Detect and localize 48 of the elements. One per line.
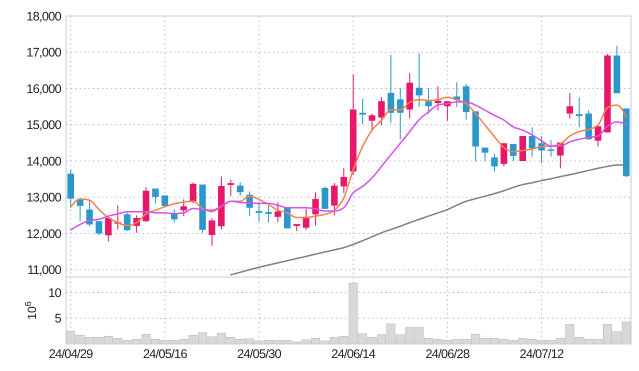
candlestick	[482, 147, 488, 162]
candlestick	[162, 194, 168, 208]
y-tick-label: 13,000	[26, 190, 62, 205]
candlestick	[434, 86, 442, 111]
y-tick-label: 14,000	[26, 154, 62, 168]
y-tick-label: 10	[48, 286, 62, 300]
candlestick	[425, 87, 432, 114]
candlestick	[86, 200, 93, 227]
x-tick-label: 24/05/16	[142, 347, 188, 361]
candlestick	[227, 179, 234, 197]
candlestick	[190, 182, 196, 204]
line-series	[230, 164, 628, 276]
candlestick	[208, 218, 216, 246]
candlestick	[331, 182, 338, 216]
candlestick	[340, 168, 348, 194]
candlestick	[256, 202, 262, 222]
candlestick	[416, 52, 422, 108]
candlestick	[368, 113, 376, 132]
candlestick	[312, 192, 319, 226]
candlestick	[322, 186, 328, 210]
candlestick	[528, 126, 536, 158]
x-tick-label: 24/04/29	[48, 347, 94, 361]
candlestick	[500, 142, 508, 167]
candlestick	[388, 54, 394, 124]
candlestick	[378, 96, 385, 126]
candlestick	[96, 220, 102, 236]
candlestick	[265, 205, 272, 224]
candlestick	[105, 217, 112, 242]
y-tick-label: 16,000	[26, 82, 62, 96]
y-tick-label: 15,000	[26, 118, 62, 132]
candlestick	[180, 198, 188, 217]
candlestick	[170, 208, 178, 224]
x-tick-label: 24/05/30	[237, 347, 282, 361]
candlestick	[152, 188, 159, 204]
candlestick	[274, 202, 282, 222]
candlestick	[236, 182, 244, 197]
y-tick-label: 11,000	[27, 263, 62, 278]
y-tick-label: 17,000	[26, 46, 62, 60]
candlestick	[548, 139, 554, 158]
candlestick	[576, 97, 583, 128]
y-tick-label: 5	[54, 312, 62, 326]
y-tick-label: 12,000	[26, 226, 62, 241]
candlestick	[566, 92, 574, 120]
x-tick-label: 24/06/28	[425, 347, 470, 361]
y-tick-label: 18,000	[26, 9, 62, 24]
x-tick-label: 24/07/12	[520, 347, 564, 361]
x-tick-label: 24/06/14	[331, 347, 376, 361]
candlestick	[491, 153, 498, 172]
